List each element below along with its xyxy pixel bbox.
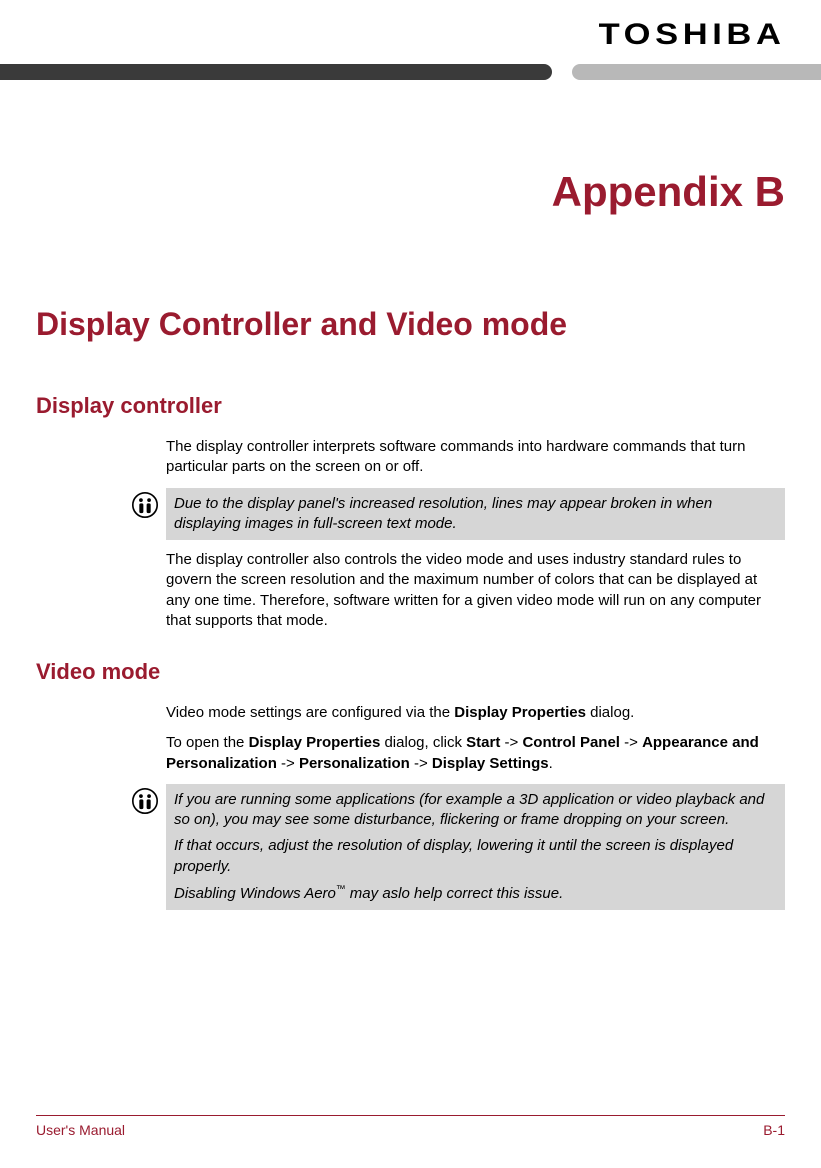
info-note: If you are running some applications (fo… <box>124 784 785 910</box>
text: dialog. <box>586 704 634 721</box>
trademark-symbol: ™ <box>336 884 346 895</box>
bold-text: Personalization <box>299 755 410 772</box>
paragraph: Video mode settings are configured via t… <box>166 703 785 723</box>
footer-right: B-1 <box>763 1122 785 1138</box>
note-paragraph: If that occurs, adjust the resolution of… <box>174 836 777 877</box>
bold-text: Start <box>466 734 500 751</box>
page: TOSHIBA Appendix B Display Controller an… <box>0 0 821 1168</box>
paragraph: The display controller interprets softwa… <box>166 437 785 478</box>
info-note-text: If you are running some applications (fo… <box>166 784 785 910</box>
section-heading-video-mode: Video mode <box>36 659 785 685</box>
info-icon <box>124 784 166 814</box>
text: . <box>549 755 553 772</box>
bold-text: Display Properties <box>249 734 381 751</box>
page-header: TOSHIBA <box>36 18 785 78</box>
body-block: The display controller interprets softwa… <box>166 437 785 478</box>
header-bar-dark <box>0 64 552 80</box>
page-content: Appendix B Display Controller and Video … <box>36 168 785 910</box>
text: -> <box>410 755 432 772</box>
body-block: Video mode settings are configured via t… <box>166 703 785 774</box>
section-heading-display-controller: Display controller <box>36 393 785 419</box>
text: Video mode settings are configured via t… <box>166 704 454 721</box>
page-footer: User's Manual B-1 <box>36 1115 785 1138</box>
footer-left: User's Manual <box>36 1122 125 1138</box>
paragraph: To open the Display Properties dialog, c… <box>166 733 785 774</box>
bold-text: Control Panel <box>522 734 620 751</box>
body-block: The display controller also controls the… <box>166 550 785 631</box>
text: dialog, click <box>380 734 466 751</box>
text: Disabling Windows Aero <box>174 885 336 902</box>
note-paragraph: Disabling Windows Aero™ may aslo help co… <box>174 883 777 904</box>
text: -> <box>620 734 642 751</box>
header-bar-grey <box>572 64 821 80</box>
info-note: Due to the display panel's increased res… <box>124 488 785 541</box>
main-title: Display Controller and Video mode <box>36 306 785 343</box>
text: -> <box>500 734 522 751</box>
bold-text: Display Properties <box>454 704 586 721</box>
note-paragraph: If you are running some applications (fo… <box>174 790 777 831</box>
text: To open the <box>166 734 249 751</box>
paragraph: The display controller also controls the… <box>166 550 785 631</box>
info-note-text: Due to the display panel's increased res… <box>166 488 785 541</box>
bold-text: Display Settings <box>432 755 549 772</box>
brand-logo: TOSHIBA <box>598 18 785 52</box>
text: -> <box>277 755 299 772</box>
info-icon <box>124 488 166 518</box>
text: help correct this issue. <box>414 885 563 902</box>
header-bar <box>0 64 821 80</box>
text: may aslo <box>346 885 414 902</box>
appendix-title: Appendix B <box>36 168 785 216</box>
